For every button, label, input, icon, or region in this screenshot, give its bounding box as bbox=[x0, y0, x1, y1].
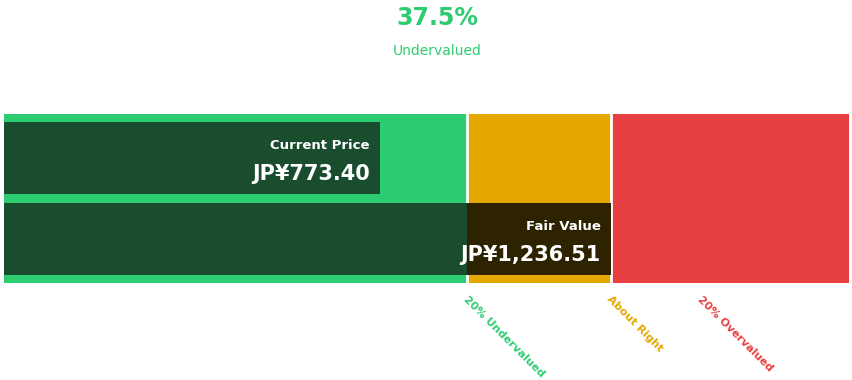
Text: Current Price: Current Price bbox=[270, 139, 370, 152]
Bar bbox=[467, 203, 610, 275]
Bar bbox=[4, 203, 610, 275]
Text: 20% Undervalued: 20% Undervalued bbox=[461, 294, 546, 379]
Text: 20% Overvalued: 20% Overvalued bbox=[695, 294, 774, 373]
Bar bbox=[467, 114, 610, 283]
Text: About Right: About Right bbox=[605, 294, 665, 354]
Text: JP¥773.40: JP¥773.40 bbox=[252, 164, 370, 184]
Text: Fair Value: Fair Value bbox=[525, 220, 600, 233]
Text: 37.5%: 37.5% bbox=[396, 6, 478, 30]
Text: JP¥1,236.51: JP¥1,236.51 bbox=[460, 245, 600, 265]
Bar bbox=[610, 114, 848, 283]
Bar bbox=[4, 114, 467, 283]
Bar bbox=[4, 122, 380, 194]
Text: Undervalued: Undervalued bbox=[393, 44, 481, 59]
